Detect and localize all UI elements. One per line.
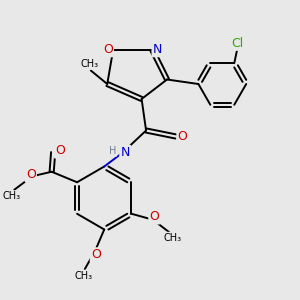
Text: CH₃: CH₃ — [2, 191, 20, 201]
Text: CH₃: CH₃ — [80, 59, 98, 69]
Text: O: O — [178, 130, 188, 143]
Text: N: N — [153, 43, 162, 56]
Text: O: O — [103, 43, 113, 56]
Text: Cl: Cl — [231, 37, 243, 50]
Text: CH₃: CH₃ — [164, 233, 182, 243]
Text: O: O — [55, 144, 65, 157]
Text: CH₃: CH₃ — [74, 271, 92, 281]
Text: O: O — [149, 210, 159, 223]
Text: H: H — [109, 146, 116, 156]
Text: O: O — [26, 168, 36, 181]
Text: O: O — [91, 248, 101, 262]
Text: N: N — [121, 146, 130, 159]
